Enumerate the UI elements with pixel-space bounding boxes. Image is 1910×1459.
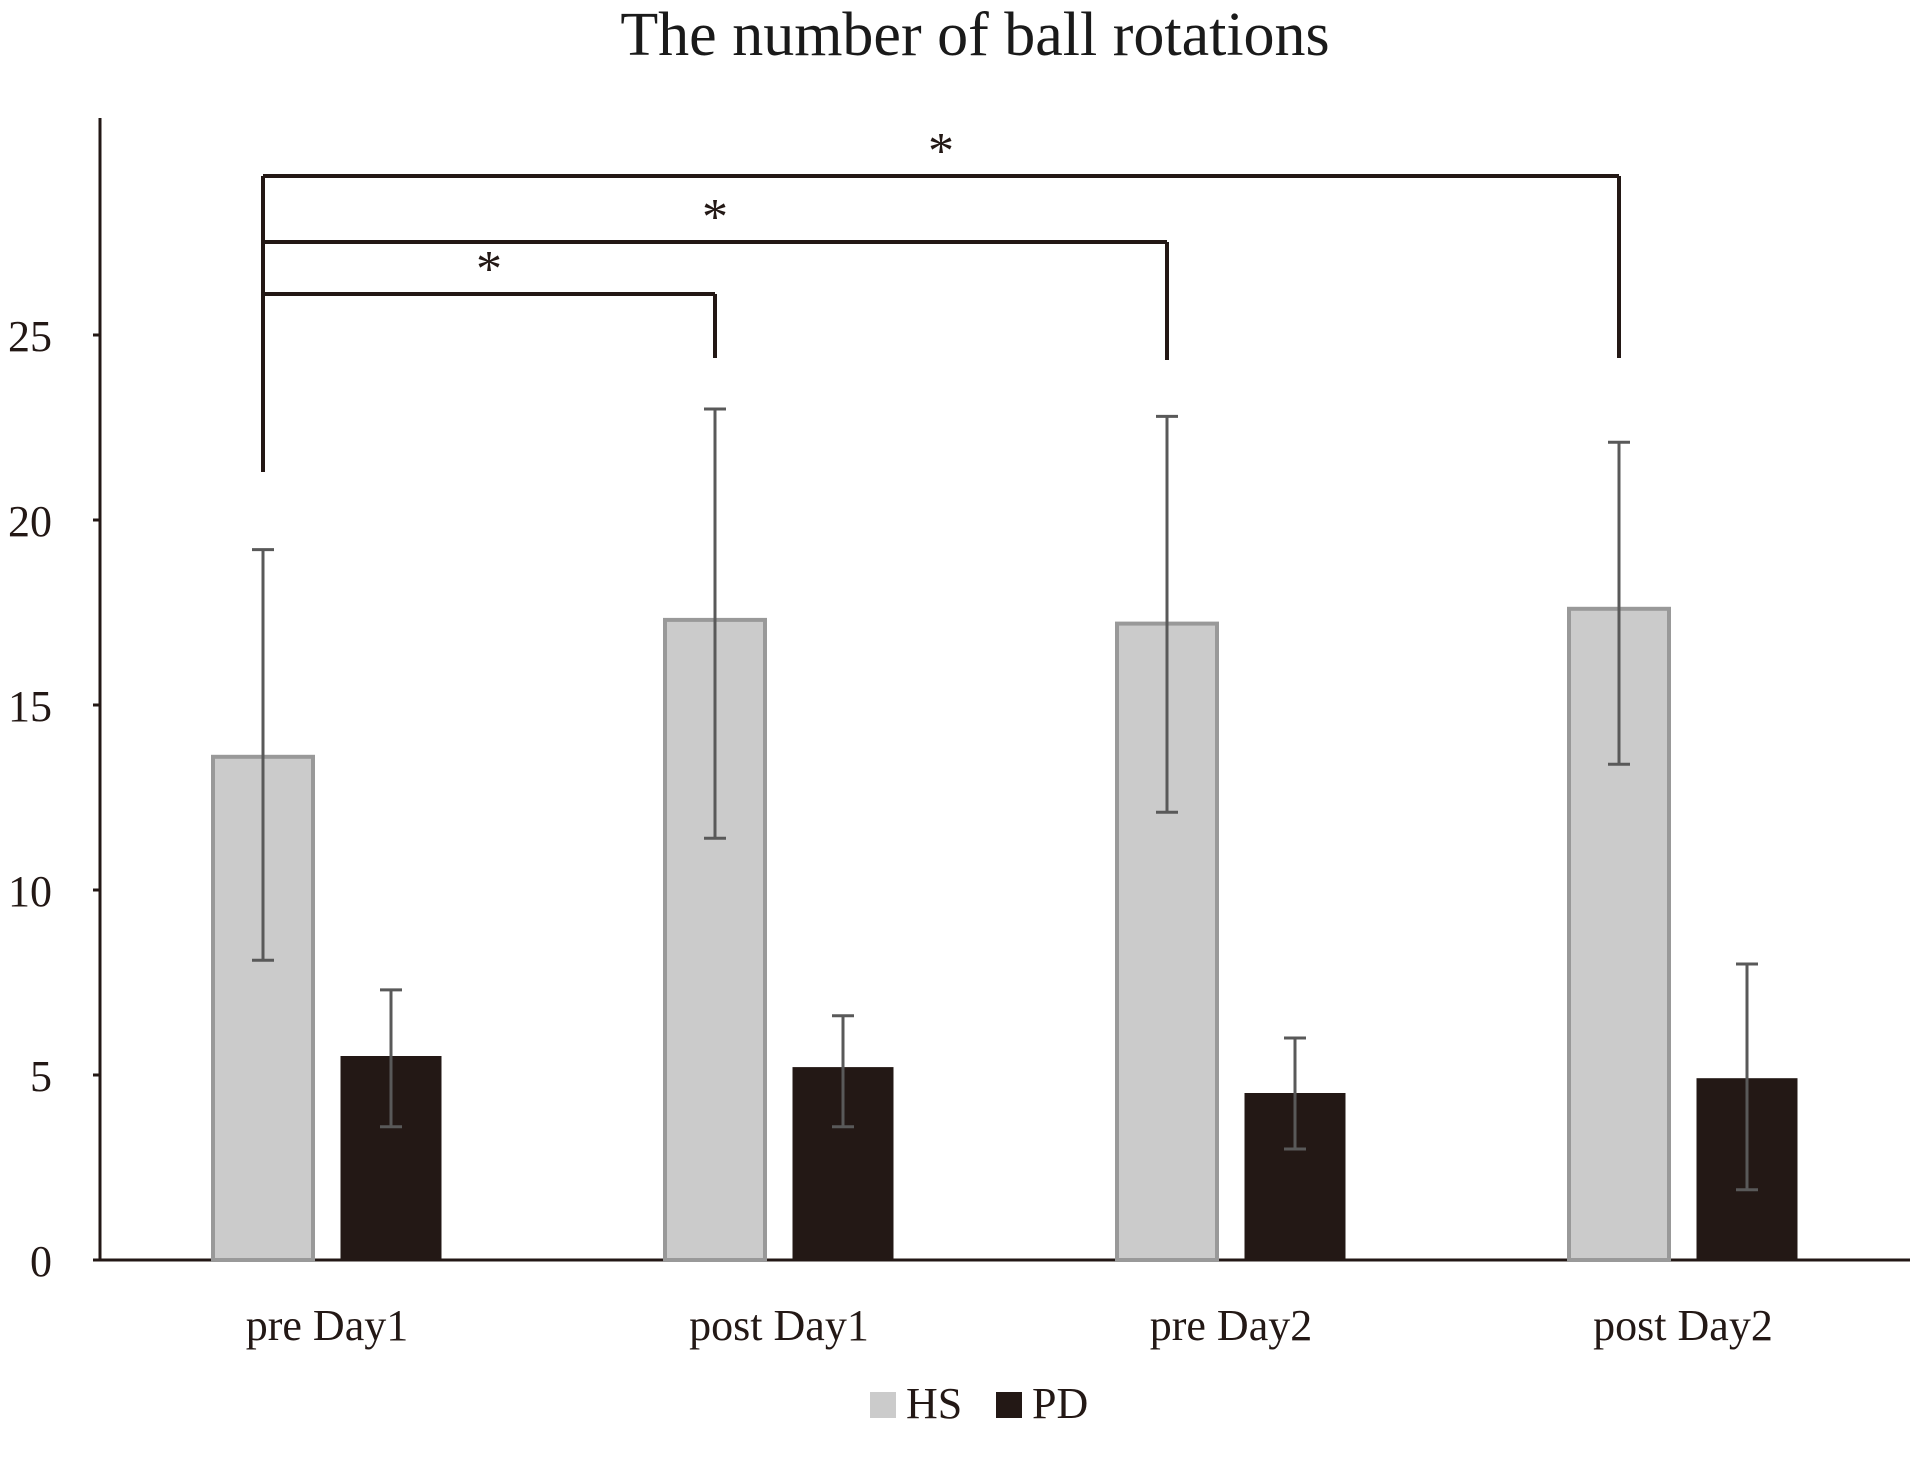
significance-marker: *: [702, 189, 728, 246]
y-tick-label: 15: [8, 682, 52, 731]
y-tick-label: 25: [8, 312, 52, 361]
bar-hs: [1115, 621, 1219, 1262]
y-tick-label: 10: [8, 867, 52, 916]
legend-swatch-pd: [996, 1392, 1022, 1418]
significance-marker: *: [476, 241, 502, 298]
x-tick-label: post Day1: [689, 1301, 869, 1350]
bar-hs: [1567, 606, 1671, 1262]
y-tick-label: 20: [8, 497, 52, 546]
y-tick-label: 0: [30, 1237, 52, 1286]
x-tick-label: pre Day1: [246, 1301, 409, 1350]
y-tick-label: 5: [30, 1052, 52, 1101]
legend-swatch-hs: [870, 1392, 896, 1418]
legend-label-pd: PD: [1032, 1379, 1088, 1428]
x-tick-label: pre Day2: [1150, 1301, 1313, 1350]
significance-marker: *: [928, 123, 954, 180]
chart-title: The number of ball rotations: [620, 1, 1330, 69]
legend-label-hs: HS: [906, 1379, 962, 1428]
x-tick-label: post Day2: [1593, 1301, 1773, 1350]
